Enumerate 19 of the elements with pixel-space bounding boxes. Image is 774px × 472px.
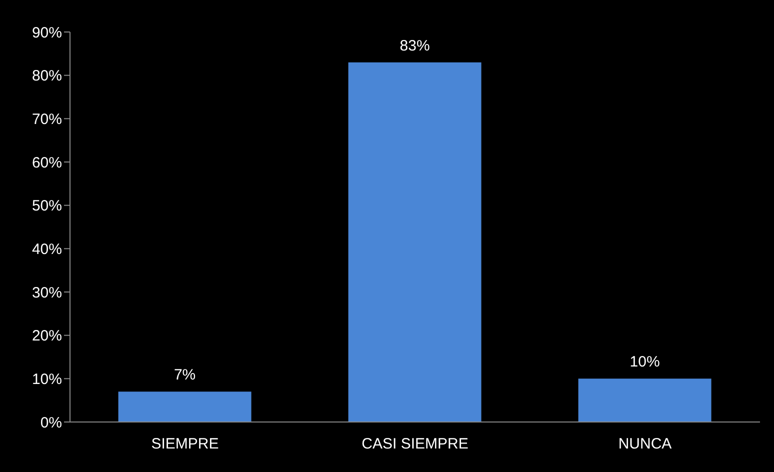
y-tick-label: 10%	[32, 370, 62, 388]
y-tick-label: 80%	[32, 68, 62, 85]
x-tick-label: CASI SIEMPRE	[362, 436, 468, 453]
y-tick-label: 60%	[32, 154, 62, 172]
y-tick-label: 0%	[40, 414, 62, 432]
bar	[578, 378, 712, 422]
y-tick-label: 40%	[32, 240, 62, 258]
y-tick-label: 20%	[32, 328, 62, 345]
bar	[118, 392, 252, 422]
y-tick-label: 70%	[32, 110, 62, 128]
y-tick-label: 90%	[32, 24, 62, 42]
y-tick-label: 30%	[32, 284, 62, 302]
data-label: 83%	[400, 37, 430, 54]
x-tick-label: SIEMPRE	[151, 436, 219, 453]
x-tick-label: NUNCA	[618, 436, 672, 453]
data-label: 10%	[630, 354, 660, 371]
data-label: 7%	[174, 366, 196, 384]
bar	[348, 62, 482, 422]
y-tick-label: 50%	[32, 198, 62, 215]
